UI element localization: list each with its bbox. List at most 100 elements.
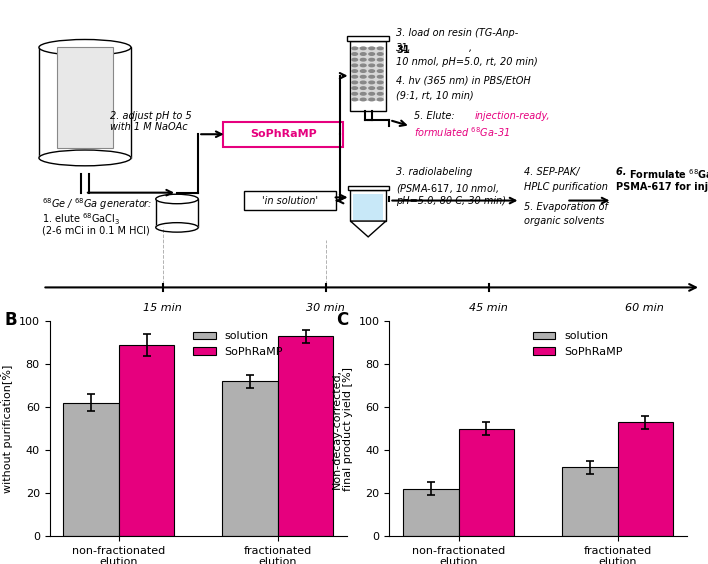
Text: $\mathbf{31}$: $\mathbf{31}$ (396, 43, 411, 55)
Text: 3. load on resin (TG-Anp-: 3. load on resin (TG-Anp- (396, 28, 519, 38)
Circle shape (369, 59, 375, 61)
Text: 5. Elute:: 5. Elute: (414, 111, 458, 121)
Text: organic solvents: organic solvents (524, 217, 605, 226)
Ellipse shape (39, 150, 131, 166)
Text: SoPhRaMP: SoPhRaMP (250, 129, 316, 139)
Text: 1. elute $^{68}$GaCl$_3$: 1. elute $^{68}$GaCl$_3$ (42, 212, 120, 227)
Legend: solution, SoPhRaMP: solution, SoPhRaMP (189, 327, 287, 362)
Bar (562, 467, 617, 536)
Circle shape (377, 64, 383, 67)
Text: $^{68}$Ge / $^{68}$Ga generator:: $^{68}$Ge / $^{68}$Ga generator: (42, 196, 153, 212)
Ellipse shape (156, 194, 198, 204)
Bar (57, 47, 113, 148)
Circle shape (360, 53, 366, 55)
Circle shape (352, 70, 358, 72)
Bar (353, 194, 383, 219)
Text: HPLC purification: HPLC purification (524, 182, 607, 192)
Text: 31,: 31, (396, 43, 412, 52)
Bar (119, 345, 174, 536)
Text: Formulate $^{68}$Ga-: Formulate $^{68}$Ga- (629, 168, 708, 181)
Y-axis label: Radiochemical purity
without purification[%]: Radiochemical purity without purificatio… (0, 364, 13, 493)
Circle shape (352, 76, 358, 78)
Text: 2. adjust pH to 5
with 1 M NaOAc: 2. adjust pH to 5 with 1 M NaOAc (110, 111, 191, 132)
Bar (156, 199, 198, 227)
Circle shape (377, 81, 383, 83)
Circle shape (369, 76, 375, 78)
Circle shape (377, 53, 383, 55)
Circle shape (377, 92, 383, 95)
Bar (350, 41, 386, 111)
Bar (350, 190, 386, 221)
Bar (403, 488, 459, 536)
Text: 'in solution': 'in solution' (262, 196, 319, 205)
Circle shape (369, 70, 375, 72)
Circle shape (352, 47, 358, 50)
Bar (352, 47, 384, 101)
Text: 3. radiolabeling: 3. radiolabeling (396, 168, 473, 178)
Text: C: C (336, 311, 348, 329)
Circle shape (377, 98, 383, 101)
Circle shape (352, 81, 358, 83)
Text: 5. Evaporation of: 5. Evaporation of (524, 202, 607, 212)
Circle shape (352, 64, 358, 67)
Circle shape (360, 87, 366, 89)
Circle shape (377, 59, 383, 61)
Bar (348, 186, 389, 190)
Circle shape (360, 81, 366, 83)
Bar (39, 47, 131, 158)
Text: 45 min: 45 min (469, 303, 508, 313)
Text: (9:1, rt, 10 min): (9:1, rt, 10 min) (396, 90, 474, 100)
Bar (617, 422, 673, 536)
Circle shape (360, 47, 366, 50)
Text: 10 nmol, pH=5.0, rt, 20 min): 10 nmol, pH=5.0, rt, 20 min) (396, 57, 538, 67)
Text: 6.: 6. (616, 168, 630, 178)
Circle shape (369, 64, 375, 67)
Text: PSMA-617 for injection: PSMA-617 for injection (616, 182, 708, 192)
Circle shape (360, 98, 366, 101)
Text: ,: , (469, 43, 472, 52)
Circle shape (369, 81, 375, 83)
Text: (2-6 mCi in 0.1 M HCl): (2-6 mCi in 0.1 M HCl) (42, 226, 150, 236)
Text: B: B (5, 311, 18, 329)
Circle shape (352, 53, 358, 55)
Text: pH=5.0, 80 C, 30 min): pH=5.0, 80 C, 30 min) (396, 196, 506, 206)
Circle shape (369, 98, 375, 101)
Circle shape (369, 47, 375, 50)
Ellipse shape (156, 223, 198, 232)
Circle shape (352, 98, 358, 101)
Text: injection-ready,: injection-ready, (474, 111, 550, 121)
Circle shape (352, 87, 358, 89)
Circle shape (352, 59, 358, 61)
Circle shape (360, 64, 366, 67)
Circle shape (369, 53, 375, 55)
Circle shape (360, 59, 366, 61)
Bar (278, 337, 333, 536)
Legend: solution, SoPhRaMP: solution, SoPhRaMP (529, 327, 627, 362)
Circle shape (360, 92, 366, 95)
Circle shape (377, 87, 383, 89)
Circle shape (369, 87, 375, 89)
Bar (347, 36, 389, 41)
Polygon shape (350, 221, 386, 237)
Y-axis label: Non-decay-corrected,
final product yield [%]: Non-decay-corrected, final product yield… (331, 367, 353, 491)
Text: 4. hv (365 nm) in PBS/EtOH: 4. hv (365 nm) in PBS/EtOH (396, 76, 531, 86)
Bar (222, 381, 278, 536)
FancyBboxPatch shape (244, 191, 336, 210)
Bar (63, 403, 119, 536)
Text: formulated $^{68}$Ga-31: formulated $^{68}$Ga-31 (414, 125, 510, 139)
Text: ($\mathit{PSMA}$-$\mathit{617}$, 10 nmol,: ($\mathit{PSMA}$-$\mathit{617}$, 10 nmol… (396, 182, 499, 195)
Circle shape (360, 70, 366, 72)
Circle shape (377, 47, 383, 50)
Circle shape (377, 76, 383, 78)
Text: 30 min: 30 min (307, 303, 345, 313)
Text: 15 min: 15 min (144, 303, 182, 313)
Circle shape (352, 92, 358, 95)
Circle shape (369, 92, 375, 95)
Text: 4. SEP-PAK/: 4. SEP-PAK/ (524, 168, 579, 178)
Ellipse shape (39, 39, 131, 55)
Bar (459, 429, 514, 536)
FancyBboxPatch shape (223, 122, 343, 147)
Text: 60 min: 60 min (625, 303, 663, 313)
Circle shape (377, 70, 383, 72)
Circle shape (360, 76, 366, 78)
